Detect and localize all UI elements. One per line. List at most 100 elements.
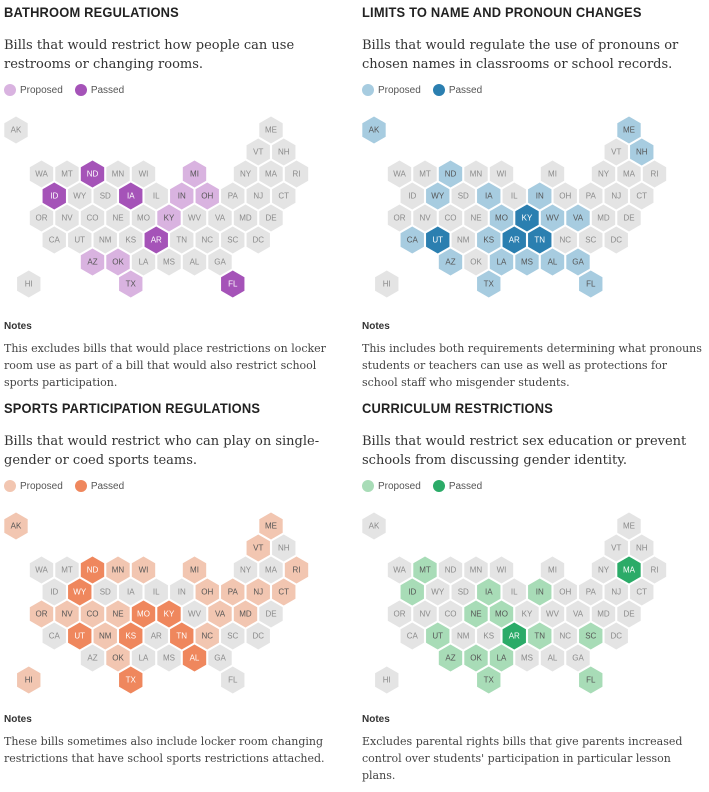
state-tile-fl: FL (579, 666, 603, 694)
state-hex (438, 644, 463, 672)
state-tile-ca: CA (42, 622, 66, 650)
state-label: MO (137, 214, 150, 223)
state-tile-ks: KS (477, 226, 501, 254)
legend-passed-label: Passed (448, 84, 483, 96)
state-label: KS (483, 632, 494, 641)
state-hex (604, 226, 628, 254)
state-tile-ma: MA (617, 556, 641, 584)
state-label: AL (548, 654, 558, 663)
state-label: NC (559, 632, 571, 641)
state-hex (29, 600, 54, 628)
state-hex (42, 578, 66, 606)
state-tile-ct: CT (272, 182, 296, 210)
state-label: NY (598, 170, 610, 179)
state-label: WV (546, 214, 560, 223)
state-label: ME (623, 126, 635, 135)
state-label: ID (408, 588, 416, 597)
state-hex (515, 204, 539, 232)
state-tile-ia: IA (477, 578, 501, 606)
state-hex (29, 556, 54, 584)
state-hex (426, 578, 450, 606)
state-label: OH (201, 192, 213, 201)
state-label: OK (470, 258, 482, 267)
legend-passed-swatch (74, 480, 87, 492)
state-label: TX (484, 676, 495, 685)
state-tile-nc: NC (553, 226, 577, 254)
state-hex (591, 204, 616, 232)
state-tile-dc: DC (604, 622, 628, 650)
state-label: KS (483, 236, 494, 245)
state-hex (259, 204, 283, 232)
state-label: MD (597, 610, 610, 619)
state-label: NE (112, 610, 123, 619)
state-label: WV (188, 214, 202, 223)
state-label: IA (127, 192, 135, 201)
state-hex (157, 204, 181, 232)
state-label: WI (497, 566, 507, 575)
state-label: DC (252, 236, 264, 245)
state-tile-ne: NE (464, 600, 488, 628)
state-hex (591, 556, 616, 584)
legend-passed-swatch (432, 480, 445, 492)
state-tile-tx: TX (477, 666, 501, 694)
state-hex (157, 600, 181, 628)
state-label: RI (651, 170, 659, 179)
state-tile-id: ID (42, 578, 66, 606)
state-hex (489, 644, 514, 672)
state-label: PA (228, 588, 239, 597)
state-label: DE (265, 214, 276, 223)
state-hex (477, 666, 501, 694)
state-hex (119, 578, 143, 606)
state-tile-il: IL (144, 578, 168, 606)
state-tile-ky: KY (515, 204, 539, 232)
state-label: GA (572, 258, 584, 267)
state-tile-md: MD (233, 204, 258, 232)
state-tile-ne: NE (106, 204, 130, 232)
state-label: UT (432, 236, 443, 245)
state-tile-ia: IA (477, 182, 501, 210)
state-tile-ok: OK (464, 248, 488, 276)
state-label: CT (636, 192, 647, 201)
state-tile-al: AL (540, 248, 565, 276)
state-hex (246, 622, 270, 650)
state-tile-wv: WV (182, 204, 207, 232)
state-label: MD (239, 610, 252, 619)
state-hex (4, 116, 28, 144)
state-tile-mo: MO (489, 204, 514, 232)
state-label: NM (457, 632, 470, 641)
state-tile-id: ID (42, 182, 66, 210)
state-label: OR (36, 610, 48, 619)
state-hex (157, 644, 181, 672)
state-label: CO (87, 214, 99, 223)
state-label: IN (536, 588, 544, 597)
legend-proposed-swatch (362, 480, 374, 492)
legend-passed-swatch (432, 84, 445, 96)
state-hex (375, 666, 399, 694)
state-tile-ia: IA (119, 182, 143, 210)
state-label: SC (227, 236, 238, 245)
state-hex (438, 204, 463, 232)
state-hex (528, 226, 552, 254)
state-label: CA (407, 632, 419, 641)
state-hex (438, 600, 463, 628)
state-hex (221, 578, 245, 606)
state-tile-sc: SC (579, 226, 603, 254)
state-label: SD (458, 192, 469, 201)
state-tile-tn: TN (170, 226, 194, 254)
notes-text: This excludes bills that would place res… (4, 342, 326, 389)
state-hex (464, 248, 488, 276)
state-tile-sd: SD (451, 578, 475, 606)
state-tile-va: VA (208, 204, 232, 232)
state-label: NH (278, 544, 290, 553)
state-label: LA (139, 258, 149, 267)
state-label: AZ (445, 258, 455, 267)
state-tile-il: IL (502, 578, 526, 606)
state-label: WA (35, 170, 48, 179)
legend: Proposed Passed (4, 480, 136, 492)
state-tile-nv: NV (413, 204, 437, 232)
state-tile-ma: MA (259, 556, 283, 584)
state-label: NC (559, 236, 571, 245)
state-tile-ut: UT (68, 622, 92, 650)
state-tile-nh: NH (272, 138, 296, 166)
state-tile-vt: VT (246, 534, 270, 562)
